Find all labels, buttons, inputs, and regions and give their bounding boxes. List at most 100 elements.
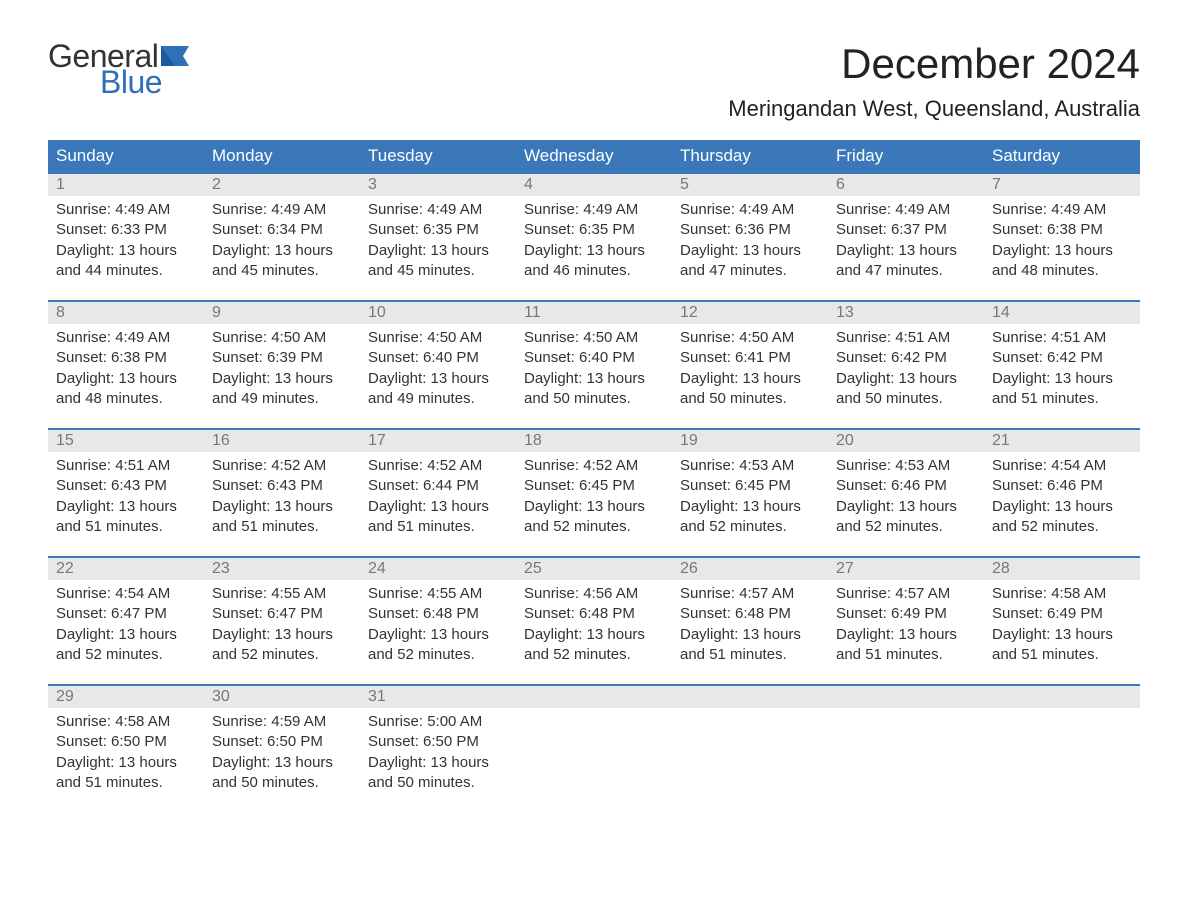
sunrise-line: Sunrise: 4:52 AM — [524, 456, 664, 476]
sunrise-line: Sunrise: 4:49 AM — [524, 200, 664, 220]
daylight-line: Daylight: 13 hours and 51 minutes. — [836, 625, 976, 666]
daynum-row: 24 — [360, 558, 516, 580]
day-number: 8 — [56, 304, 65, 321]
sunset-line: Sunset: 6:43 PM — [212, 476, 352, 496]
day-details: Sunrise: 4:51 AMSunset: 6:42 PMDaylight:… — [984, 324, 1140, 417]
calendar-day: 30 Sunrise: 4:59 AMSunset: 6:50 PMDayligh… — [204, 686, 360, 812]
sunrise-line: Sunrise: 5:00 AM — [368, 712, 508, 732]
day-details: Sunrise: 4:58 AMSunset: 6:50 PMDaylight:… — [48, 708, 204, 801]
day-number: 26 — [680, 560, 698, 577]
calendar-week: 22Sunrise: 4:54 AMSunset: 6:47 PMDayligh… — [48, 556, 1140, 684]
logo: General Blue — [48, 40, 189, 98]
sunset-line: Sunset: 6:46 PM — [992, 476, 1132, 496]
day-number: 30 — [212, 688, 230, 705]
day-details: Sunrise: 4:49 AMSunset: 6:35 PMDaylight:… — [360, 196, 516, 289]
sunrise-line: Sunrise: 4:55 AM — [212, 584, 352, 604]
calendar-day: 21Sunrise: 4:54 AMSunset: 6:46 PMDayligh… — [984, 430, 1140, 556]
dow-cell: Wednesday — [516, 140, 672, 172]
sunset-line: Sunset: 6:48 PM — [524, 604, 664, 624]
day-details: Sunrise: 4:53 AMSunset: 6:46 PMDaylight:… — [828, 452, 984, 545]
sunrise-line: Sunrise: 4:49 AM — [992, 200, 1132, 220]
sunrise-line: Sunrise: 4:49 AM — [56, 328, 196, 348]
day-details: Sunrise: 4:59 AMSunset: 6:50 PMDaylight:… — [204, 708, 360, 801]
day-number: 5 — [680, 176, 689, 193]
sunrise-line: Sunrise: 4:57 AM — [680, 584, 820, 604]
sunrise-line: Sunrise: 4:56 AM — [524, 584, 664, 604]
weeks-container: 1Sunrise: 4:49 AMSunset: 6:33 PMDaylight… — [48, 172, 1140, 812]
calendar-day: 22Sunrise: 4:54 AMSunset: 6:47 PMDayligh… — [48, 558, 204, 684]
daylight-line: Daylight: 13 hours and 45 minutes. — [212, 241, 352, 282]
day-number: 28 — [992, 560, 1010, 577]
day-number: 15 — [56, 432, 74, 449]
daynum-row: 28 — [984, 558, 1140, 580]
daynum-row: 14 — [984, 302, 1140, 324]
daylight-line: Daylight: 13 hours and 52 minutes. — [836, 497, 976, 538]
calendar-day: 8 Sunrise: 4:49 AMSunset: 6:38 PMDaylight… — [48, 302, 204, 428]
daynum-row: 26 — [672, 558, 828, 580]
daylight-line: Daylight: 13 hours and 51 minutes. — [56, 753, 196, 794]
daynum-row: . — [516, 686, 672, 708]
day-details: Sunrise: 4:49 AMSunset: 6:37 PMDaylight:… — [828, 196, 984, 289]
day-number: 18 — [524, 432, 542, 449]
daylight-line: Daylight: 13 hours and 50 minutes. — [524, 369, 664, 410]
daynum-row: 6 — [828, 174, 984, 196]
day-details: Sunrise: 5:00 AMSunset: 6:50 PMDaylight:… — [360, 708, 516, 801]
day-of-week-header: SundayMondayTuesdayWednesdayThursdayFrid… — [48, 140, 1140, 172]
day-number: 3 — [368, 176, 377, 193]
daylight-line: Daylight: 13 hours and 51 minutes. — [368, 497, 508, 538]
day-number: 31 — [368, 688, 386, 705]
day-details: Sunrise: 4:49 AMSunset: 6:33 PMDaylight:… — [48, 196, 204, 289]
sunset-line: Sunset: 6:35 PM — [368, 220, 508, 240]
sunset-line: Sunset: 6:42 PM — [836, 348, 976, 368]
sunrise-line: Sunrise: 4:54 AM — [56, 584, 196, 604]
calendar-day: 24Sunrise: 4:55 AMSunset: 6:48 PMDayligh… — [360, 558, 516, 684]
sunset-line: Sunset: 6:50 PM — [212, 732, 352, 752]
day-details: Sunrise: 4:50 AMSunset: 6:39 PMDaylight:… — [204, 324, 360, 417]
day-number: 6 — [836, 176, 845, 193]
day-details: Sunrise: 4:52 AMSunset: 6:44 PMDaylight:… — [360, 452, 516, 545]
sunrise-line: Sunrise: 4:51 AM — [56, 456, 196, 476]
calendar-day: 18 Sunrise: 4:52 AMSunset: 6:45 PMDayligh… — [516, 430, 672, 556]
sunrise-line: Sunrise: 4:49 AM — [212, 200, 352, 220]
daynum-row: 13 — [828, 302, 984, 324]
sunset-line: Sunset: 6:49 PM — [836, 604, 976, 624]
day-number: 23 — [212, 560, 230, 577]
calendar-day: 10Sunrise: 4:50 AMSunset: 6:40 PMDayligh… — [360, 302, 516, 428]
daylight-line: Daylight: 13 hours and 50 minutes. — [212, 753, 352, 794]
calendar-day: . — [672, 686, 828, 812]
calendar-day: 13Sunrise: 4:51 AMSunset: 6:42 PMDayligh… — [828, 302, 984, 428]
daynum-row: . — [828, 686, 984, 708]
sunset-line: Sunset: 6:49 PM — [992, 604, 1132, 624]
calendar-day: 25Sunrise: 4:56 AMSunset: 6:48 PMDayligh… — [516, 558, 672, 684]
sunset-line: Sunset: 6:38 PM — [992, 220, 1132, 240]
sunrise-line: Sunrise: 4:52 AM — [212, 456, 352, 476]
daylight-line: Daylight: 13 hours and 44 minutes. — [56, 241, 196, 282]
sunset-line: Sunset: 6:38 PM — [56, 348, 196, 368]
sunset-line: Sunset: 6:36 PM — [680, 220, 820, 240]
location-subtitle: Meringandan West, Queensland, Australia — [728, 96, 1140, 122]
day-details: Sunrise: 4:52 AMSunset: 6:45 PMDaylight:… — [516, 452, 672, 545]
day-number: 17 — [368, 432, 386, 449]
day-number: 25 — [524, 560, 542, 577]
daylight-line: Daylight: 13 hours and 51 minutes. — [56, 497, 196, 538]
day-number: 22 — [56, 560, 74, 577]
month-title: December 2024 — [728, 40, 1140, 88]
daylight-line: Daylight: 13 hours and 52 minutes. — [212, 625, 352, 666]
daylight-line: Daylight: 13 hours and 50 minutes. — [368, 753, 508, 794]
day-details: Sunrise: 4:49 AMSunset: 6:38 PMDaylight:… — [48, 324, 204, 417]
daylight-line: Daylight: 13 hours and 49 minutes. — [368, 369, 508, 410]
calendar-day: 28Sunrise: 4:58 AMSunset: 6:49 PMDayligh… — [984, 558, 1140, 684]
day-number: 19 — [680, 432, 698, 449]
daynum-row: 11 — [516, 302, 672, 324]
sunrise-line: Sunrise: 4:51 AM — [836, 328, 976, 348]
calendar-day: 31 Sunrise: 5:00 AMSunset: 6:50 PMDayligh… — [360, 686, 516, 812]
day-number: 29 — [56, 688, 74, 705]
sunset-line: Sunset: 6:39 PM — [212, 348, 352, 368]
daylight-line: Daylight: 13 hours and 51 minutes. — [992, 369, 1132, 410]
sunset-line: Sunset: 6:42 PM — [992, 348, 1132, 368]
sunrise-line: Sunrise: 4:50 AM — [212, 328, 352, 348]
calendar-day: 26Sunrise: 4:57 AMSunset: 6:48 PMDayligh… — [672, 558, 828, 684]
day-details: Sunrise: 4:49 AMSunset: 6:36 PMDaylight:… — [672, 196, 828, 289]
daynum-row: . — [984, 686, 1140, 708]
daynum-row: 17 — [360, 430, 516, 452]
